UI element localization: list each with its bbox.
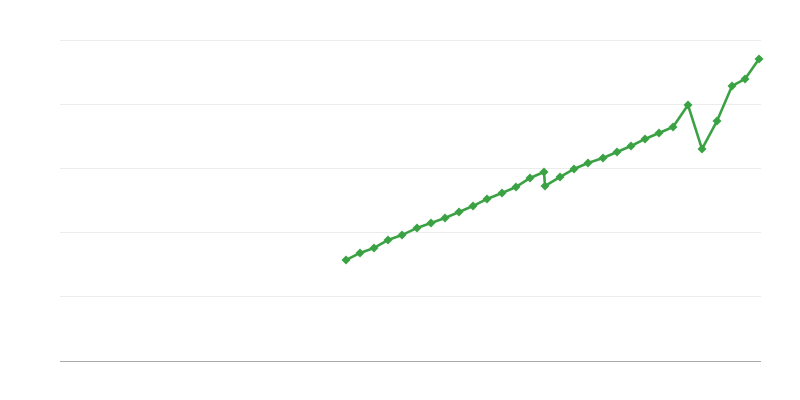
data-point-15[interactable]	[540, 181, 550, 191]
data-point-16[interactable]	[555, 172, 565, 182]
data-point-19[interactable]	[598, 153, 608, 163]
data-point-13[interactable]	[525, 173, 535, 183]
data-point-9[interactable]	[468, 201, 478, 211]
data-point-30[interactable]	[754, 54, 764, 64]
data-point-3[interactable]	[383, 235, 393, 245]
data-point-23[interactable]	[654, 128, 664, 138]
gridlines	[60, 40, 761, 297]
data-point-12[interactable]	[511, 182, 521, 192]
data-point-markers	[341, 54, 764, 265]
data-point-18[interactable]	[583, 158, 593, 168]
data-point-14[interactable]	[539, 167, 549, 177]
data-point-8[interactable]	[454, 207, 464, 217]
data-point-26[interactable]	[697, 144, 707, 154]
data-point-24[interactable]	[668, 122, 678, 132]
data-point-6[interactable]	[426, 218, 436, 228]
data-point-22[interactable]	[640, 134, 650, 144]
data-point-29[interactable]	[740, 74, 750, 84]
data-point-25[interactable]	[683, 100, 693, 110]
data-point-10[interactable]	[482, 194, 492, 204]
data-point-11[interactable]	[497, 188, 507, 198]
data-point-20[interactable]	[612, 147, 622, 157]
data-point-7[interactable]	[440, 213, 450, 223]
data-point-21[interactable]	[626, 141, 636, 151]
data-point-17[interactable]	[569, 164, 579, 174]
data-point-0[interactable]	[341, 255, 351, 265]
data-point-27[interactable]	[712, 116, 722, 126]
data-point-28[interactable]	[727, 81, 737, 91]
data-point-2[interactable]	[369, 243, 379, 253]
data-point-4[interactable]	[397, 230, 407, 240]
data-point-5[interactable]	[412, 223, 422, 233]
data-point-1[interactable]	[355, 248, 365, 258]
